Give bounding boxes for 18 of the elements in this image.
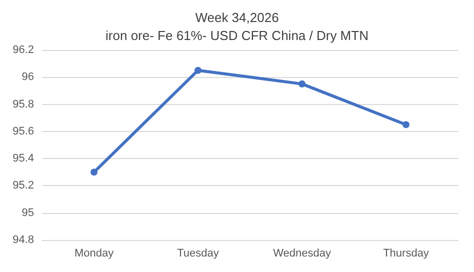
x-tick-label: Wednesday: [273, 248, 332, 260]
y-tick-label: 95.6: [12, 125, 34, 138]
y-tick-label: 95.4: [12, 152, 34, 165]
point: [402, 121, 410, 128]
y-tick-label: 94.8: [12, 234, 34, 246]
x-tick-label: Thursday: [383, 248, 430, 260]
y-tick-label: 96.2: [12, 44, 34, 56]
y-tick-label: 95.8: [12, 98, 34, 110]
y-tick-label: 95: [22, 206, 34, 219]
chart-title: Week 34,2026: [195, 10, 279, 25]
x-tick-label: Tuesday: [177, 248, 220, 260]
point: [194, 66, 202, 74]
point: [298, 80, 306, 88]
point: [90, 168, 98, 176]
chart-subtitle: iron ore- Fe 61%- USD CFR China / Dry MTN: [106, 28, 368, 43]
x-tick-label: Monday: [74, 248, 114, 260]
y-tick-label: 96: [22, 71, 34, 84]
y-tick-label: 95.2: [12, 180, 34, 192]
